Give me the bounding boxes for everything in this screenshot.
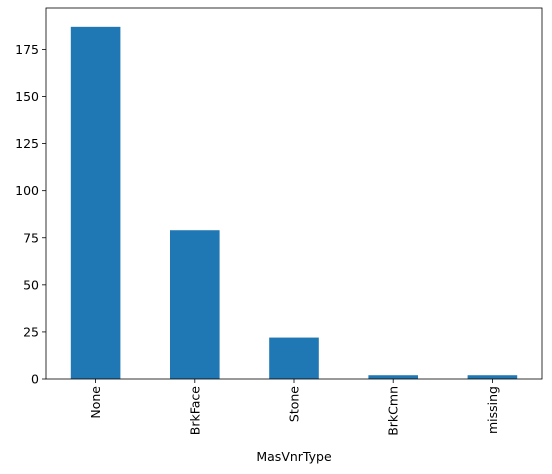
bar bbox=[70, 26, 121, 379]
bar bbox=[368, 375, 418, 379]
x-tick-label: BrkCmn bbox=[386, 386, 401, 436]
y-tick-label: 175 bbox=[15, 42, 39, 57]
bar bbox=[269, 337, 319, 379]
y-tick-label: 125 bbox=[15, 136, 39, 151]
x-tick-label: missing bbox=[485, 386, 500, 434]
y-tick-label: 50 bbox=[23, 277, 39, 292]
axes-frame bbox=[45, 7, 543, 380]
y-tick-label: 75 bbox=[23, 230, 39, 245]
bar bbox=[467, 375, 518, 379]
y-tick-label: 25 bbox=[23, 324, 39, 339]
y-tick-label: 100 bbox=[15, 183, 39, 198]
x-axis-label: MasVnrType bbox=[256, 449, 332, 464]
y-tick-label: 0 bbox=[31, 372, 39, 387]
x-tick-label: Stone bbox=[287, 386, 302, 422]
y-tick-label: 150 bbox=[15, 89, 39, 104]
x-tick-label: BrkFace bbox=[187, 386, 202, 436]
x-tick-label: None bbox=[88, 386, 103, 419]
bar bbox=[170, 230, 220, 379]
